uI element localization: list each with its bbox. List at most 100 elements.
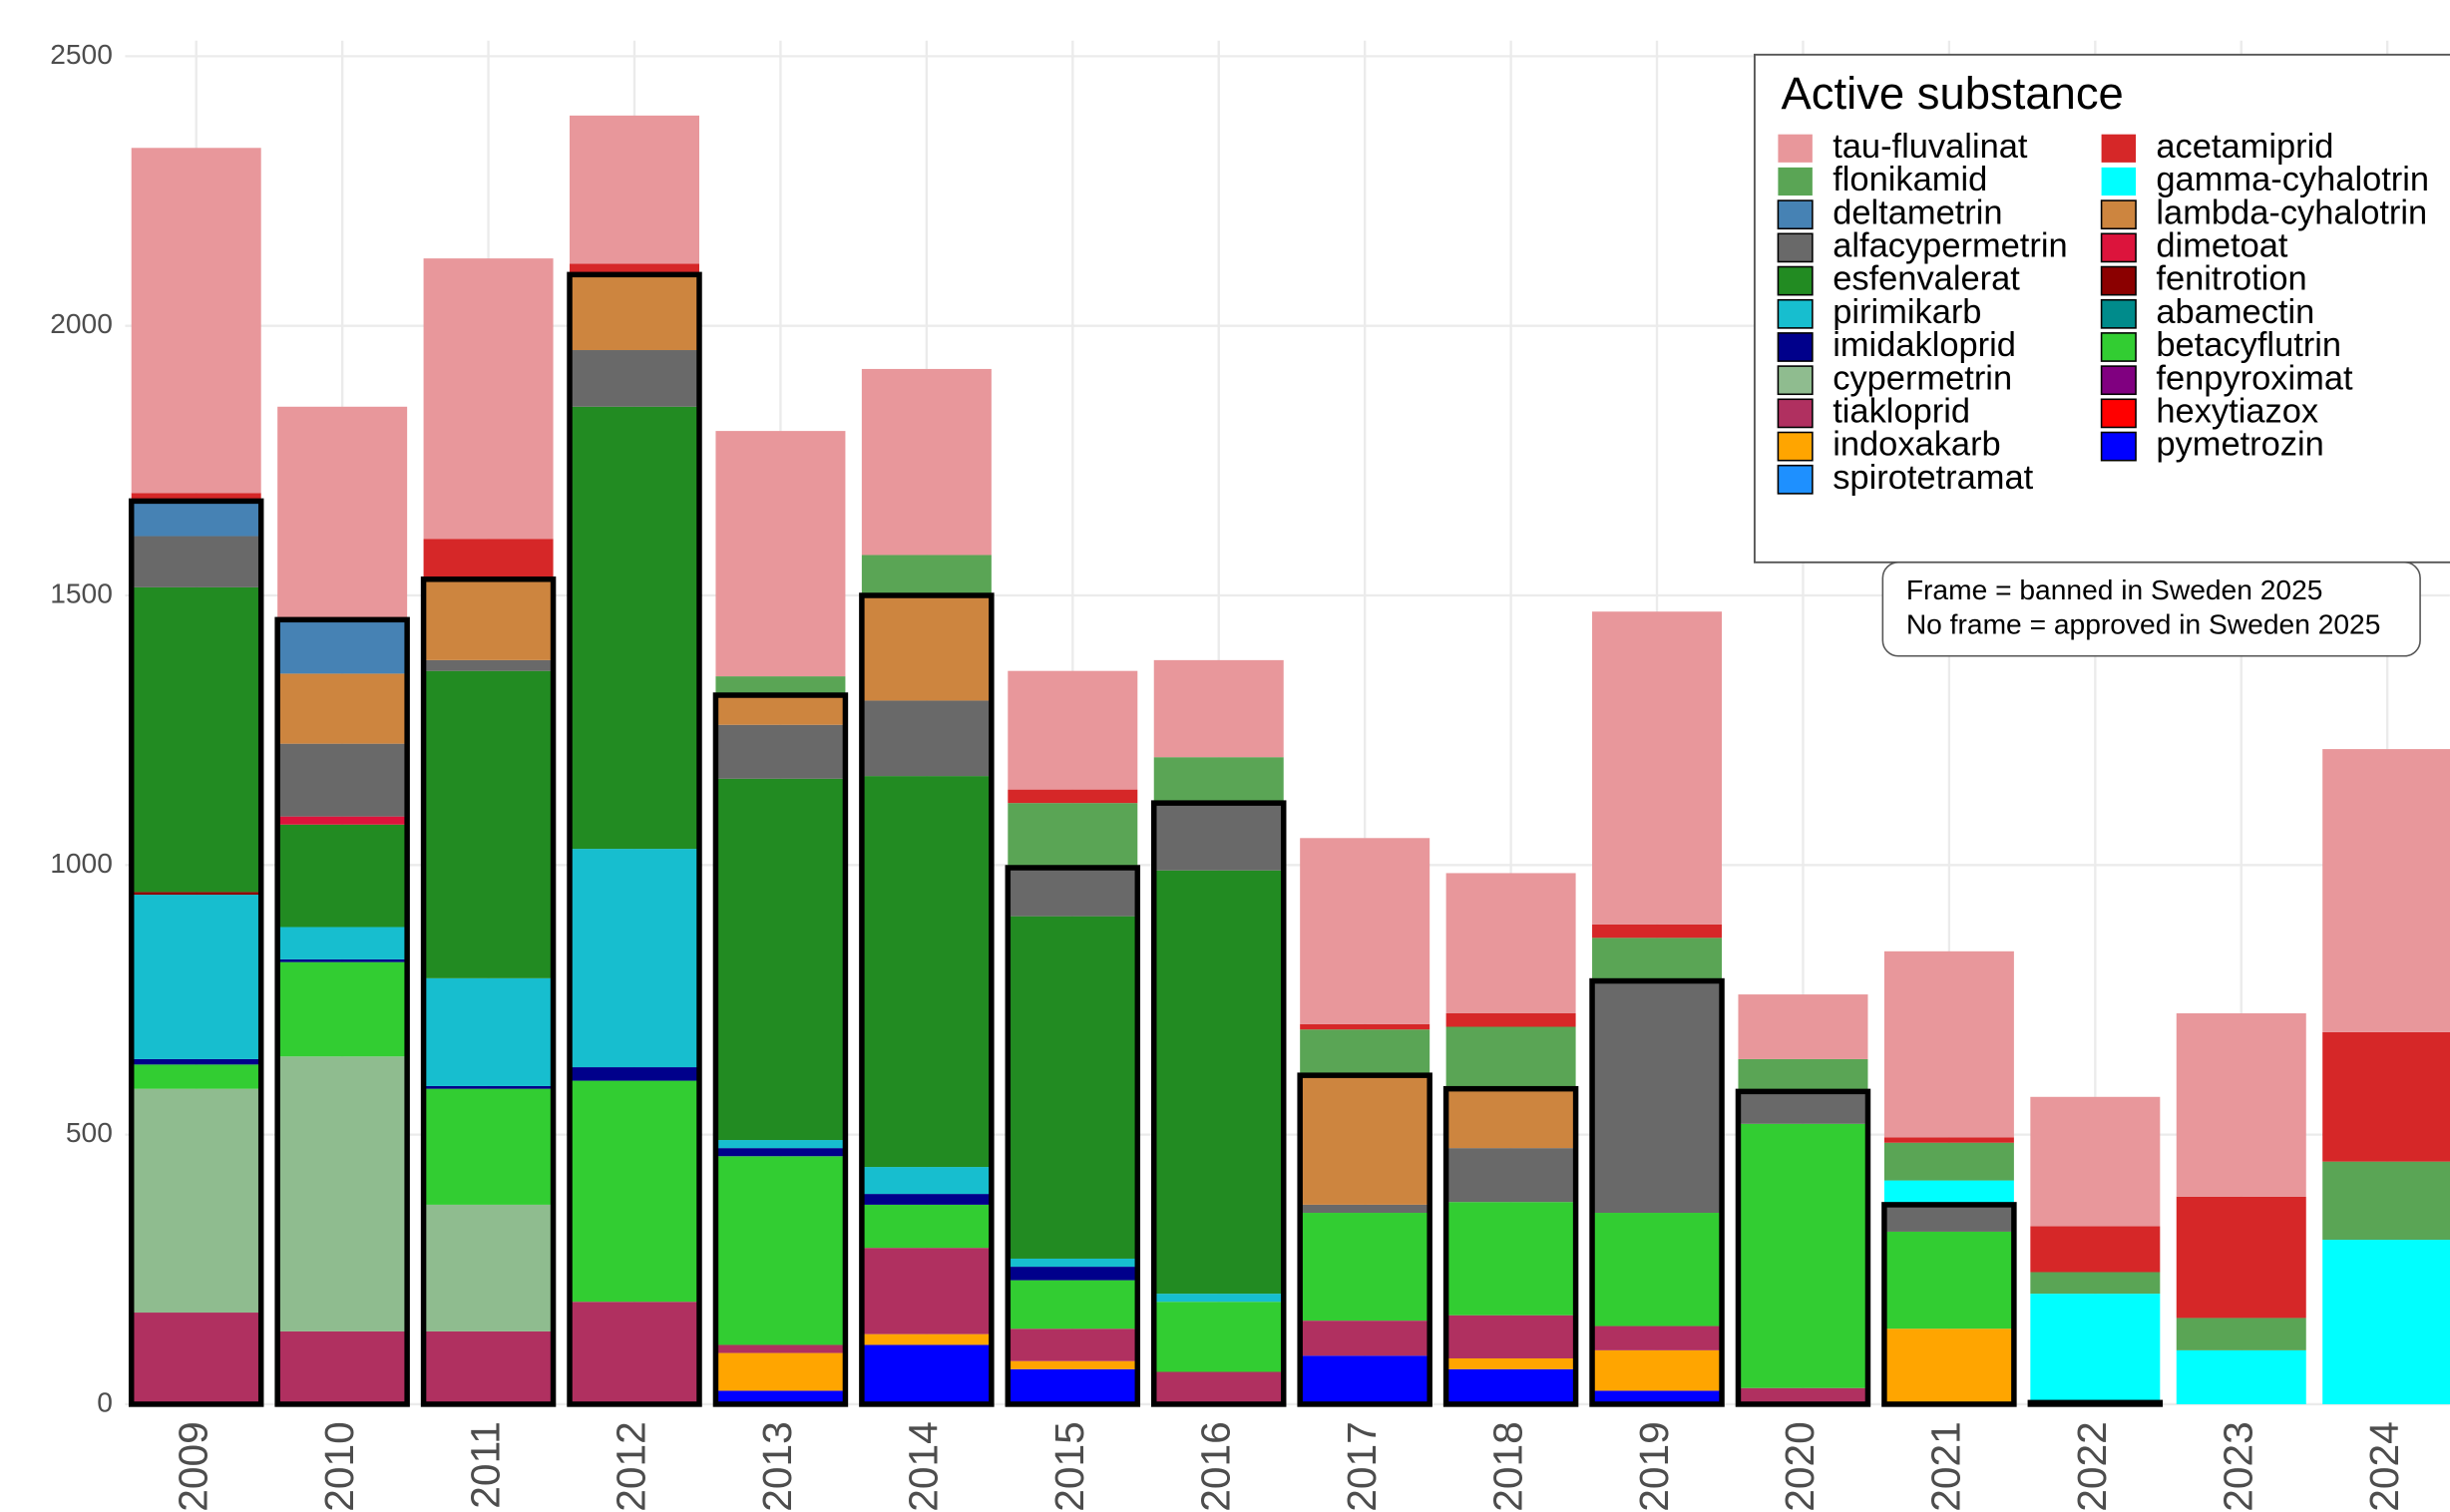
bar-segment [277, 816, 408, 825]
banned-frame [1589, 977, 1725, 1407]
x-tick-label: 2018 [1484, 1421, 1530, 1512]
x-tick-label: 2011 [462, 1421, 508, 1509]
bar-segment [131, 586, 261, 893]
bar-segment [861, 1248, 992, 1334]
bar-segment [2030, 1096, 2161, 1227]
bar-segment [570, 263, 700, 275]
legend-label: betacyflutrin [2156, 326, 2341, 364]
x-tick-label: 2022 [2069, 1421, 2115, 1512]
bar-segment [570, 274, 700, 351]
banned-frame [859, 592, 995, 1407]
note: Frame = banned in Sweden 2025 [1906, 573, 2323, 605]
bar-segment [570, 350, 700, 407]
banned-frame [712, 692, 849, 1407]
y-tick-label: 1000 [50, 847, 113, 879]
bar-segment [1300, 1029, 1430, 1076]
bar-segment [861, 776, 992, 1168]
bar-segment [1738, 994, 1868, 1059]
bar-segment [1153, 870, 1284, 1295]
legend-label: spirotetramat [1833, 459, 2033, 497]
legend-swatch [2100, 199, 2137, 230]
x-tick-label: 2013 [754, 1421, 800, 1512]
bar-segment [1883, 1137, 2014, 1143]
bar-segment [715, 431, 846, 677]
bar-segment [2322, 1240, 2450, 1404]
note: No frame = approved in Sweden 2025 [1906, 607, 2381, 639]
legend-swatch [2100, 232, 2137, 263]
y-tick-label: 2000 [50, 307, 113, 339]
bar-segment [715, 724, 846, 779]
bar-segment [2322, 749, 2450, 1032]
bar-segment [715, 1140, 846, 1149]
bar-segment [1738, 1091, 1868, 1124]
bar-segment [1300, 1023, 1430, 1030]
bar-segment [2176, 1012, 2306, 1197]
bar-segment [1445, 1202, 1576, 1316]
legend-swatch [2101, 167, 2137, 196]
bar-segment [423, 659, 554, 671]
bar-segment [131, 501, 261, 537]
banned-frame [567, 271, 702, 1407]
bar-segment [2322, 1161, 2450, 1241]
bar-segment [2030, 1294, 2161, 1403]
bar-segment [1153, 659, 1284, 758]
bar-segment [1883, 950, 2014, 1138]
legend-label: alfacypermetrin [1833, 226, 2067, 264]
bar-segment [131, 1058, 261, 1065]
legend-swatch [1777, 199, 1814, 230]
bar-segment [1008, 670, 1138, 790]
banned-frame [1151, 800, 1287, 1407]
legend-label: flonikamid [1833, 161, 1987, 198]
bar-segment [423, 1085, 554, 1089]
bar-segment [1153, 1302, 1284, 1372]
banned-frame [1881, 1202, 2017, 1407]
legend-label: lambda-cyhalotrin [2156, 193, 2427, 231]
legend: tau-fluvalinatflonikamiddeltametrinalfac… [1777, 128, 2429, 497]
y-tick-label: 500 [66, 1116, 113, 1148]
bar-segment [1008, 1280, 1138, 1329]
banned-frame [1735, 1088, 1871, 1407]
bar-segment [570, 1302, 700, 1404]
bar-segment [1153, 1294, 1284, 1303]
bar-segment [1592, 611, 1723, 925]
axes: 0 500 1000 1500 2000 2500 2009 2010 2011 2012 2013… [50, 38, 2407, 1512]
bar-segment [131, 1088, 261, 1314]
bar-segment [1592, 1213, 1723, 1326]
bar-segment [570, 849, 700, 1068]
x-tick-label: 2015 [1046, 1421, 1092, 1512]
bar-segment [423, 539, 554, 579]
bar-segment [131, 493, 261, 502]
legend-swatch [1777, 265, 1814, 296]
x-tick-label: 2023 [2216, 1421, 2261, 1512]
legend-label: fenpyroximat [2156, 359, 2353, 397]
bar-segment [131, 895, 261, 1059]
bar-segment [570, 406, 700, 850]
bar-segment [1008, 868, 1138, 917]
legend-title: Active substance [1782, 68, 2124, 119]
bar-segment [1300, 838, 1430, 1024]
legend-swatch [2100, 398, 2137, 429]
legend-label: tiakloprid [1833, 392, 1970, 430]
bar-segment [1592, 1349, 1723, 1391]
bar-segment [1008, 1258, 1138, 1268]
bar-segment [1300, 1204, 1430, 1214]
bar-segment [1300, 1321, 1430, 1356]
bar-segment [1592, 938, 1723, 981]
bar-segment [1153, 1371, 1284, 1404]
y-tick-label: 0 [97, 1385, 113, 1417]
bar-segment [1300, 1075, 1430, 1205]
bar-segment [715, 1390, 846, 1404]
legend-label: imidakloprid [1833, 326, 2016, 364]
x-tick-label: 2012 [609, 1421, 654, 1512]
bar-segment [2030, 1272, 2161, 1295]
legend-swatch [2100, 365, 2137, 396]
bar-segment [1153, 803, 1284, 871]
legend-label: abamectin [2156, 293, 2314, 331]
legend-swatch [2101, 134, 2137, 163]
bar-segment [1592, 980, 1723, 1214]
bar-segment [1008, 1360, 1138, 1369]
legend-label: esfenvalerat [1833, 260, 2020, 298]
bar-segment [1592, 924, 1723, 939]
bar-segment [423, 258, 554, 540]
